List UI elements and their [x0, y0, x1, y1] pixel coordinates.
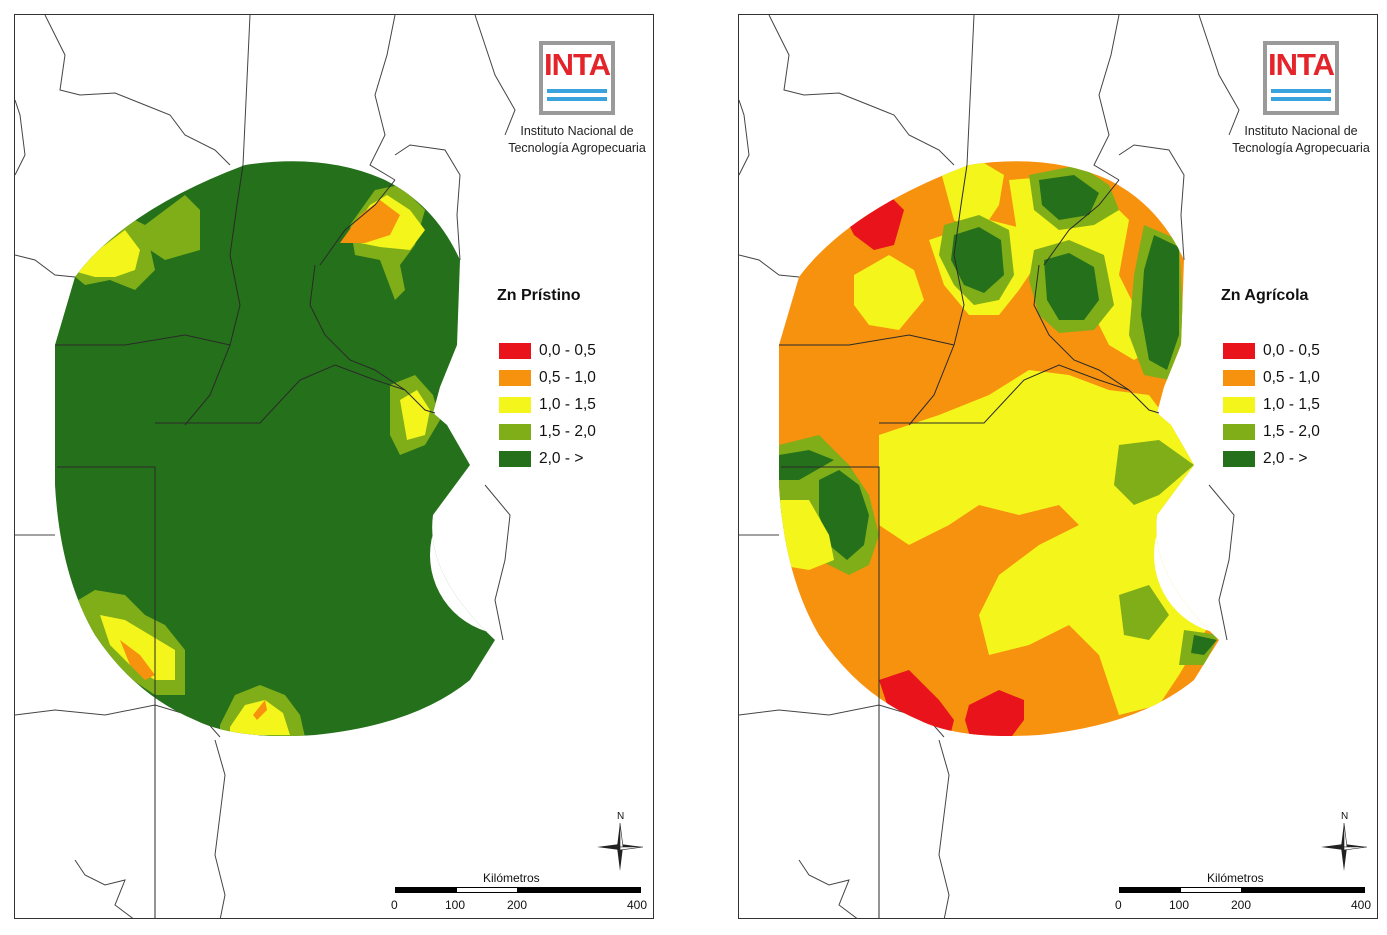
legend-item: 0,0 - 0,5 [499, 337, 596, 364]
inta-logo: INTA [539, 41, 615, 115]
scale-segment [1119, 887, 1181, 893]
legend-label: 2,0 - > [1263, 449, 1308, 467]
logo-stripe [1271, 97, 1331, 101]
legend-swatch [499, 423, 531, 440]
legend-label: 1,5 - 2,0 [1263, 422, 1320, 440]
scale-bar: Kilómetros 0 100 200 400 [391, 871, 647, 917]
logo-stripe [1271, 89, 1331, 93]
scale-segment [1180, 887, 1242, 893]
scale-tick: 100 [1169, 898, 1190, 912]
scale-title: Kilómetros [483, 871, 540, 885]
legend-label: 2,0 - > [539, 449, 584, 467]
legend-swatch [1223, 423, 1255, 440]
legend-label: 0,0 - 0,5 [1263, 341, 1320, 359]
map-panel-agricola: INTA Instituto Nacional de Tecnología Ag… [738, 14, 1378, 919]
legend: 0,0 - 0,5 0,5 - 1,0 1,0 - 1,5 1,5 - 2,0 … [499, 337, 596, 472]
legend-item: 1,5 - 2,0 [1223, 418, 1320, 445]
legend-item: 1,0 - 1,5 [1223, 391, 1320, 418]
legend-swatch [1223, 342, 1255, 359]
legend-item: 1,0 - 1,5 [499, 391, 596, 418]
scale-tick: 0 [1115, 898, 1122, 912]
logo-caption-line1: Instituto Nacional de [520, 124, 634, 138]
legend-swatch [499, 396, 531, 413]
legend-item: 1,5 - 2,0 [499, 418, 596, 445]
legend-label: 0,5 - 1,0 [539, 368, 596, 386]
north-label: N [1341, 811, 1348, 822]
scale-bar: Kilómetros 0 100 200 400 [1115, 871, 1371, 917]
logo-caption-line2: Tecnología Agropecuaria [508, 141, 646, 155]
legend-swatch [1223, 396, 1255, 413]
logo-caption: Instituto Nacional de Tecnología Agropec… [499, 123, 653, 157]
legend-item: 0,5 - 1,0 [1223, 364, 1320, 391]
legend-item: 0,5 - 1,0 [499, 364, 596, 391]
scale-segment [456, 887, 518, 893]
scale-segment [1241, 887, 1365, 893]
north-arrow-icon: N [1319, 809, 1369, 878]
map-pristino [15, 15, 516, 918]
logo-stripe [547, 97, 607, 101]
legend-item: 0,0 - 0,5 [1223, 337, 1320, 364]
scale-title: Kilómetros [1207, 871, 1264, 885]
legend-item: 2,0 - > [499, 445, 596, 472]
legend-swatch [499, 369, 531, 386]
scale-segment [517, 887, 641, 893]
legend-item: 2,0 - > [1223, 445, 1320, 472]
north-label: N [617, 811, 624, 822]
scale-tick: 400 [627, 898, 648, 912]
province-borders [779, 164, 1160, 918]
north-arrow-icon: N [595, 809, 645, 878]
legend-title: Zn Prístino [497, 287, 581, 304]
legend-swatch [499, 450, 531, 467]
legend-label: 1,0 - 1,5 [539, 395, 596, 413]
map-panel-pristino: INTA Instituto Nacional de Tecnología Ag… [14, 14, 654, 919]
logo-caption: Instituto Nacional de Tecnología Agropec… [1223, 123, 1377, 157]
logo-caption-line1: Instituto Nacional de [1244, 124, 1358, 138]
legend-label: 0,5 - 1,0 [1263, 368, 1320, 386]
map-agricola [739, 15, 1240, 918]
legend-label: 0,0 - 0,5 [539, 341, 596, 359]
background-borders [15, 15, 516, 918]
legend-swatch [1223, 369, 1255, 386]
logo-caption-line2: Tecnología Agropecuaria [1232, 141, 1370, 155]
inta-logo-text: INTA [543, 47, 611, 82]
scale-segment [395, 887, 457, 893]
scale-tick: 100 [445, 898, 466, 912]
inta-logo-text: INTA [1267, 47, 1335, 82]
legend-swatch [499, 342, 531, 359]
inta-logo: INTA [1263, 41, 1339, 115]
legend-title: Zn Agrícola [1221, 287, 1309, 304]
legend-label: 1,5 - 2,0 [539, 422, 596, 440]
scale-tick: 400 [1351, 898, 1372, 912]
scale-tick: 0 [391, 898, 398, 912]
province-borders [55, 164, 436, 918]
scale-tick: 200 [1231, 898, 1252, 912]
scale-tick: 200 [507, 898, 528, 912]
legend: 0,0 - 0,5 0,5 - 1,0 1,0 - 1,5 1,5 - 2,0 … [1223, 337, 1320, 472]
legend-swatch [1223, 450, 1255, 467]
legend-label: 1,0 - 1,5 [1263, 395, 1320, 413]
logo-stripe [547, 89, 607, 93]
